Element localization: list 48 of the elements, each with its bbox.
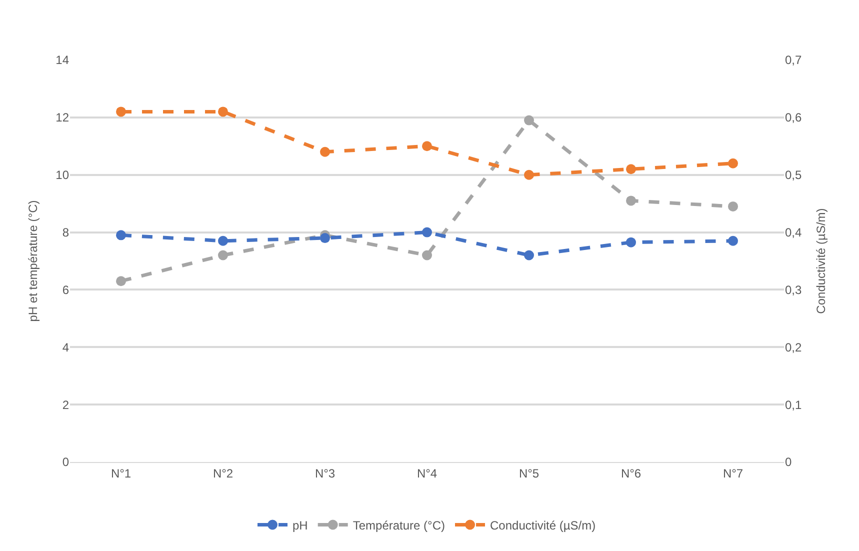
legend-label: Conductivité (µS/m) <box>490 518 596 532</box>
point <box>218 250 228 260</box>
y2-tick-label: 0,7 <box>785 53 802 68</box>
y-tick-label: 8 <box>62 225 70 240</box>
point <box>422 227 432 238</box>
point <box>116 230 126 240</box>
point <box>728 236 738 246</box>
point <box>626 237 636 248</box>
y-tick-label: 2 <box>62 398 70 412</box>
legend-label: Température (°C) <box>352 518 446 532</box>
point <box>626 164 636 174</box>
y-tick-label: 4 <box>62 340 70 354</box>
point <box>218 236 228 246</box>
y-axis-title: pH et température (°C) <box>26 200 40 322</box>
point <box>524 115 534 126</box>
x-tick-label: N°4 <box>416 466 438 480</box>
y2-tick-label: 0,5 <box>785 168 802 182</box>
point <box>728 201 738 212</box>
y2-tick-label: 0,4 <box>785 225 802 240</box>
point <box>116 276 126 286</box>
point <box>116 106 126 117</box>
x-tick-label: N°7 <box>722 466 744 480</box>
x-tick-label: N°1 <box>110 466 132 480</box>
legend-label: pH <box>292 518 308 532</box>
point <box>524 250 534 260</box>
y2-tick-label: 0,3 <box>785 282 802 297</box>
x-tick-label: N°5 <box>518 466 540 480</box>
y2-tick-label: 0,2 <box>785 340 802 354</box>
point <box>524 170 534 180</box>
point <box>422 141 432 152</box>
y-tick-label: 6 <box>62 282 70 297</box>
y2-tick-label: 0,1 <box>785 398 802 412</box>
point <box>320 146 330 157</box>
y2-tick-label: 0 <box>785 455 792 470</box>
x-tick-label: N°3 <box>314 466 336 480</box>
point <box>218 106 228 117</box>
y2-axis-title: Conductivité (µS/m) <box>814 208 828 314</box>
point <box>320 233 330 244</box>
point <box>728 158 738 168</box>
x-tick-label: N°6 <box>620 466 642 480</box>
y-tick-label: 14 <box>56 53 70 68</box>
y-tick-label: 0 <box>62 455 70 470</box>
point <box>422 250 432 260</box>
x-tick-label: N°2 <box>212 466 234 480</box>
y2-tick-label: 0,6 <box>785 110 802 125</box>
point <box>626 196 636 206</box>
y-tick-label: 10 <box>56 168 70 182</box>
y-tick-label: 12 <box>56 110 70 125</box>
